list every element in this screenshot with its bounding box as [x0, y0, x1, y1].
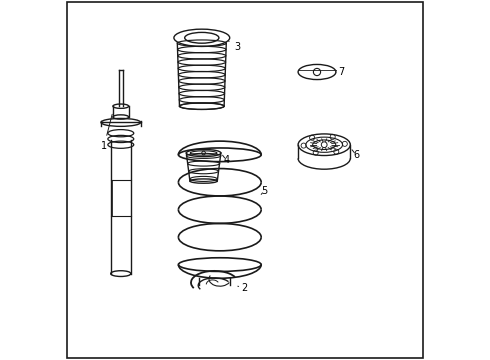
Text: 2: 2 [238, 283, 247, 293]
Text: 5: 5 [261, 186, 268, 196]
Text: 4: 4 [222, 155, 229, 165]
Text: 7: 7 [336, 67, 345, 77]
Text: 1: 1 [101, 114, 112, 151]
Text: 6: 6 [352, 150, 359, 160]
Text: 3: 3 [229, 41, 240, 52]
